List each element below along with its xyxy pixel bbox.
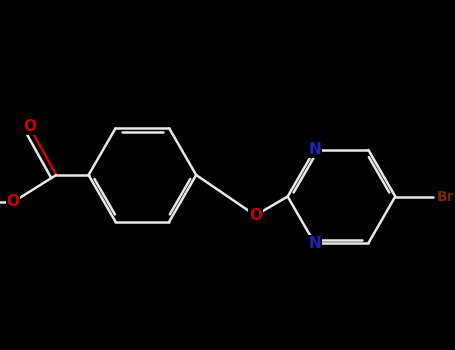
- Text: O: O: [23, 119, 36, 134]
- Text: N: N: [308, 236, 321, 251]
- Text: Br: Br: [437, 190, 455, 204]
- Text: N: N: [308, 142, 321, 158]
- Text: O: O: [249, 208, 262, 223]
- Text: O: O: [7, 194, 20, 209]
